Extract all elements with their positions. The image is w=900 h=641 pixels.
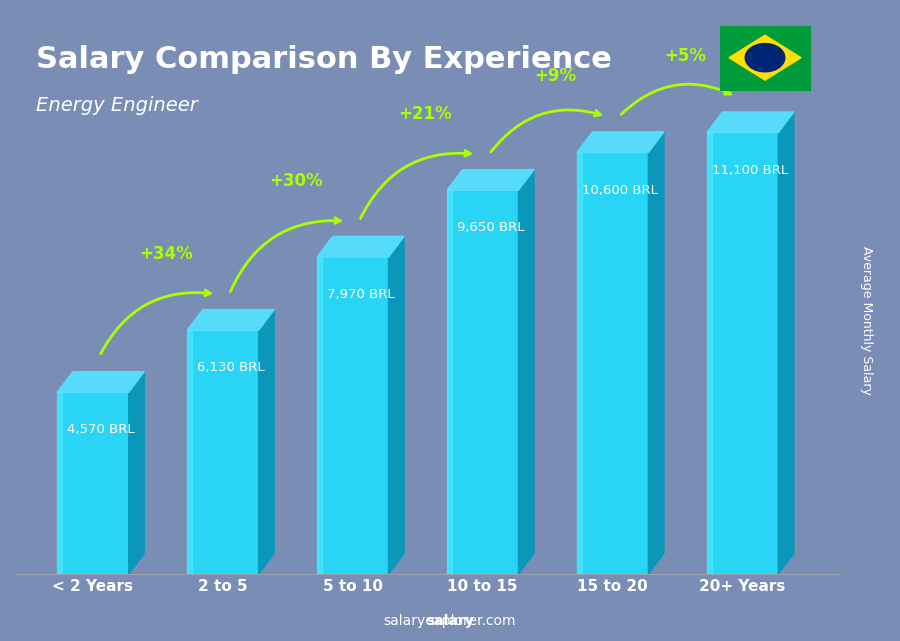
Text: 10,600 BRL: 10,600 BRL [582, 183, 659, 197]
Polygon shape [648, 132, 664, 574]
Polygon shape [317, 257, 322, 574]
Polygon shape [258, 310, 274, 574]
Polygon shape [706, 133, 712, 574]
Text: +34%: +34% [139, 245, 193, 263]
Bar [447, 190, 518, 574]
Polygon shape [389, 237, 404, 574]
Polygon shape [706, 112, 794, 133]
Polygon shape [778, 112, 794, 574]
Polygon shape [317, 237, 404, 257]
Bar [577, 153, 648, 574]
Bar [187, 330, 258, 574]
Polygon shape [58, 372, 144, 392]
Text: salary: salary [426, 614, 474, 628]
Text: 6,130 BRL: 6,130 BRL [197, 362, 265, 374]
Polygon shape [577, 132, 664, 153]
Polygon shape [447, 170, 534, 190]
Bar [58, 392, 129, 574]
Text: Salary Comparison By Experience: Salary Comparison By Experience [36, 45, 612, 74]
Polygon shape [447, 190, 452, 574]
Polygon shape [187, 330, 193, 574]
Polygon shape [518, 170, 534, 574]
Text: 11,100 BRL: 11,100 BRL [712, 163, 788, 177]
Polygon shape [129, 372, 144, 574]
Text: 4,570 BRL: 4,570 BRL [67, 423, 135, 437]
Polygon shape [729, 35, 801, 80]
Text: 9,650 BRL: 9,650 BRL [457, 221, 525, 235]
Bar [317, 257, 389, 574]
Text: +21%: +21% [399, 105, 453, 123]
Polygon shape [577, 153, 582, 574]
Polygon shape [187, 310, 274, 330]
Text: +30%: +30% [269, 172, 322, 190]
Polygon shape [58, 392, 62, 574]
Text: +5%: +5% [664, 47, 707, 65]
Circle shape [745, 44, 785, 72]
Text: Average Monthly Salary: Average Monthly Salary [860, 246, 873, 395]
Text: 7,970 BRL: 7,970 BRL [327, 288, 394, 301]
Text: Energy Engineer: Energy Engineer [36, 96, 198, 115]
Bar [706, 133, 778, 574]
Text: salaryexplorer.com: salaryexplorer.com [383, 614, 517, 628]
Text: +9%: +9% [535, 67, 577, 85]
